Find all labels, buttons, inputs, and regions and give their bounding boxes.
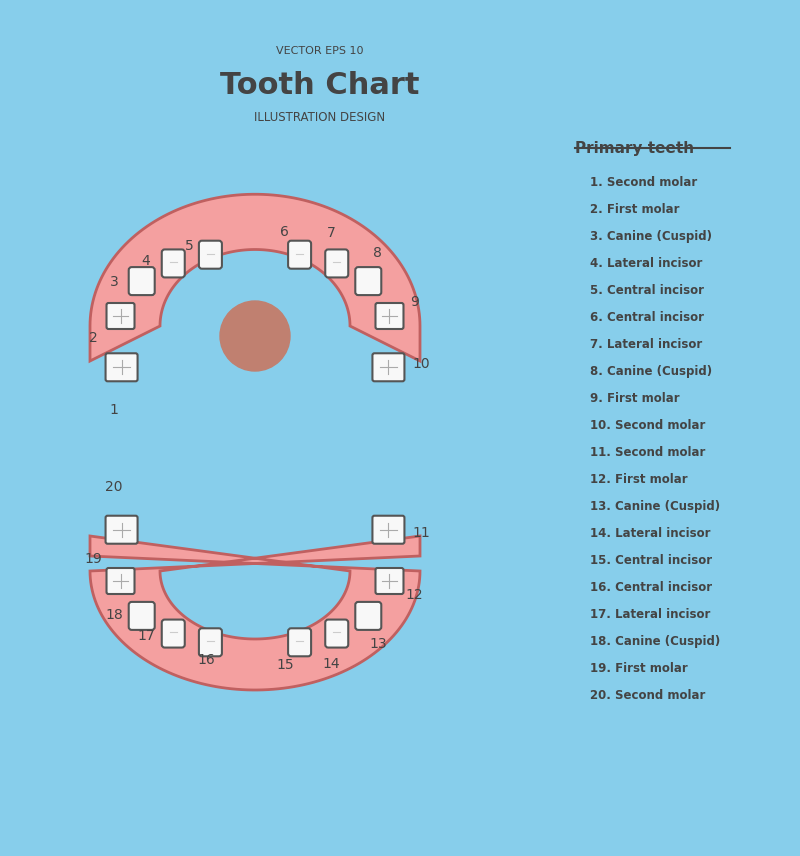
Text: 10. Second molar: 10. Second molar [590,419,706,432]
Text: 8. Canine (Cuspid): 8. Canine (Cuspid) [590,365,712,378]
FancyBboxPatch shape [288,628,311,657]
Text: 11: 11 [412,526,430,540]
Text: 19. First molar: 19. First molar [590,662,688,675]
Text: 15: 15 [276,658,294,673]
Text: 18. Canine (Cuspid): 18. Canine (Cuspid) [590,635,720,648]
Text: 14. Lateral incisor: 14. Lateral incisor [590,527,710,540]
FancyBboxPatch shape [106,303,134,329]
Text: 10: 10 [412,357,430,371]
Text: 7: 7 [327,226,336,241]
FancyBboxPatch shape [355,602,382,630]
Text: 3: 3 [110,276,118,289]
Text: 14: 14 [322,657,340,670]
FancyBboxPatch shape [129,267,154,295]
Ellipse shape [220,301,290,371]
Text: 20. Second molar: 20. Second molar [590,689,706,702]
Text: VECTOR EPS 10: VECTOR EPS 10 [276,46,364,56]
Text: ILLUSTRATION DESIGN: ILLUSTRATION DESIGN [254,111,386,124]
FancyBboxPatch shape [375,303,403,329]
FancyBboxPatch shape [129,602,154,630]
Polygon shape [90,536,420,690]
Text: 11. Second molar: 11. Second molar [590,446,706,459]
Text: 9. First molar: 9. First molar [590,392,680,405]
Text: 16. Central incisor: 16. Central incisor [590,581,712,594]
Text: 2. First molar: 2. First molar [590,203,679,216]
Text: 19: 19 [85,552,102,566]
Text: 7. Lateral incisor: 7. Lateral incisor [590,338,702,351]
Text: 15. Central incisor: 15. Central incisor [590,554,712,567]
Text: 4. Lateral incisor: 4. Lateral incisor [590,257,702,270]
Text: 5: 5 [185,239,194,253]
FancyBboxPatch shape [373,354,405,381]
Text: 1: 1 [110,403,118,417]
Text: 6. Central incisor: 6. Central incisor [590,311,704,324]
Text: 17. Lateral incisor: 17. Lateral incisor [590,608,710,621]
FancyBboxPatch shape [326,620,348,647]
Text: 6: 6 [280,224,290,239]
FancyBboxPatch shape [199,628,222,657]
FancyBboxPatch shape [375,568,403,594]
Polygon shape [90,194,420,361]
Text: 5. Central incisor: 5. Central incisor [590,284,704,297]
Text: 3. Canine (Cuspid): 3. Canine (Cuspid) [590,230,712,243]
FancyBboxPatch shape [326,249,348,277]
Text: 9: 9 [410,295,419,309]
Text: 18: 18 [105,608,123,621]
FancyBboxPatch shape [162,249,185,277]
Text: 8: 8 [374,246,382,260]
Text: 16: 16 [198,652,215,667]
Text: 13: 13 [369,637,386,651]
Text: 13. Canine (Cuspid): 13. Canine (Cuspid) [590,500,720,513]
Text: 17: 17 [138,629,155,643]
FancyBboxPatch shape [162,620,185,647]
FancyBboxPatch shape [288,241,311,269]
Text: 20: 20 [106,480,123,494]
FancyBboxPatch shape [199,241,222,269]
FancyBboxPatch shape [106,568,134,594]
FancyBboxPatch shape [355,267,382,295]
Text: Tooth Chart: Tooth Chart [220,71,420,100]
Text: 12. First molar: 12. First molar [590,473,688,486]
FancyBboxPatch shape [373,515,405,544]
Text: 12: 12 [406,588,423,602]
Text: 1. Second molar: 1. Second molar [590,176,698,189]
Text: 2: 2 [90,331,98,345]
Text: Primary teeth: Primary teeth [575,141,694,156]
FancyBboxPatch shape [106,354,138,381]
FancyBboxPatch shape [106,515,138,544]
Text: 4: 4 [142,254,150,268]
